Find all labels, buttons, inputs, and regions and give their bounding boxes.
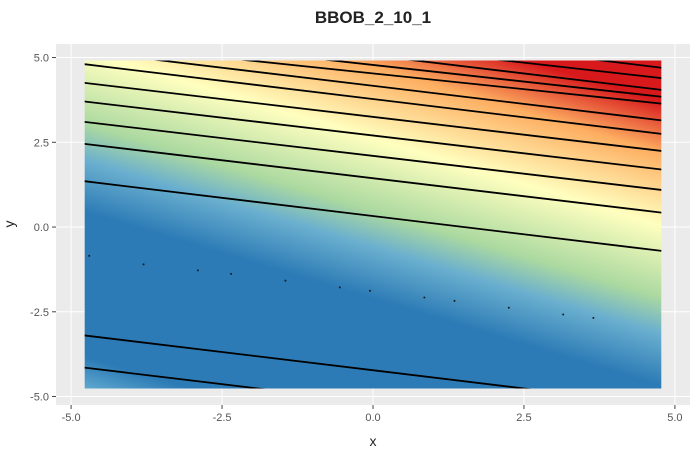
sample-point-5 — [338, 286, 341, 289]
sample-point-2 — [196, 269, 199, 272]
sample-point-9 — [507, 306, 510, 309]
y-tick-label-3: 2.5 — [34, 137, 49, 149]
x-tick-label-1: -2.5 — [213, 412, 232, 424]
sample-point-0 — [88, 254, 91, 257]
y-tick-label-0: -5.0 — [30, 392, 49, 404]
contour-line-4 — [84, 143, 662, 214]
y-tick-label-4: 5.0 — [34, 53, 49, 65]
y-axis-label: y — [1, 221, 17, 228]
contour-line-9 — [154, 60, 662, 122]
x-tick-label-3: 2.5 — [516, 412, 531, 424]
sample-points — [88, 254, 595, 319]
contour-line-1 — [84, 366, 266, 389]
contour-line-8 — [84, 63, 662, 135]
sample-point-10 — [562, 313, 565, 316]
contour-line-6 — [84, 100, 662, 171]
x-tick-label-0: -5.0 — [62, 412, 81, 424]
contour-line-14 — [594, 60, 662, 69]
y-axis: -5.0 -2.5 0.0 2.5 5.0 — [30, 53, 56, 404]
contour-line-3 — [84, 180, 662, 252]
x-tick-label-2: 0.0 — [365, 412, 380, 424]
sample-point-1 — [142, 263, 145, 266]
sample-point-11 — [592, 316, 595, 319]
contour-lines — [84, 60, 662, 389]
contour-line-10 — [241, 60, 662, 105]
sample-point-8 — [453, 299, 456, 302]
contour-line-2 — [84, 334, 532, 389]
contour-line-12 — [407, 60, 662, 91]
sample-point-7 — [423, 296, 426, 299]
x-tick-label-4: 5.0 — [667, 412, 682, 424]
contour-line-7 — [84, 81, 662, 152]
sample-point-3 — [230, 272, 233, 275]
x-axis-label: x — [370, 433, 377, 449]
contour-line-13 — [496, 60, 662, 79]
contour-line-5 — [84, 120, 662, 191]
function-field — [84, 60, 662, 389]
contour-line-11 — [324, 60, 662, 98]
sample-point-4 — [284, 279, 287, 282]
y-tick-label-2: 0.0 — [34, 222, 49, 234]
x-axis: -5.0 -2.5 0.0 2.5 5.0 — [62, 405, 683, 424]
y-tick-label-1: -2.5 — [30, 307, 49, 319]
chart-title: BBOB_2_10_1 — [315, 8, 431, 27]
sample-point-6 — [368, 289, 371, 292]
